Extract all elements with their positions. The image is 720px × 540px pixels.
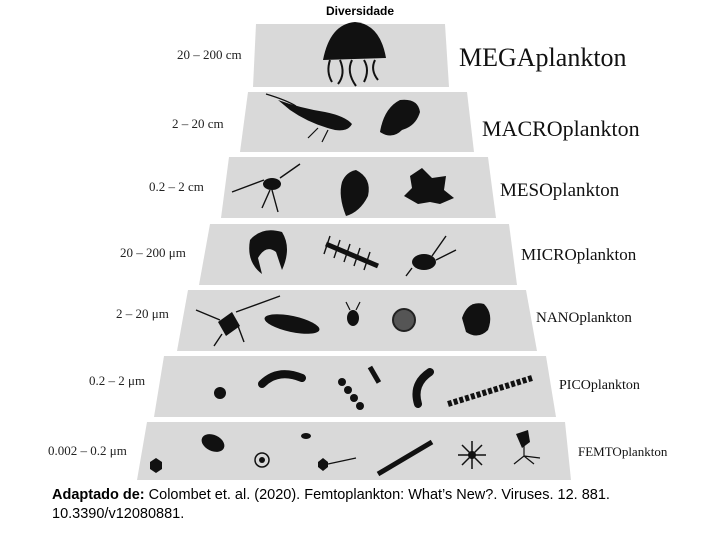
radiolarian-icon bbox=[195, 295, 281, 347]
shrimp-icon bbox=[265, 93, 352, 143]
curved-bacterium-icon bbox=[258, 370, 306, 388]
pennate-diatom-icon bbox=[264, 314, 320, 334]
small-particle-icon bbox=[301, 433, 311, 439]
copepod-icon bbox=[231, 163, 301, 213]
tier-band-macro bbox=[240, 92, 474, 152]
tier-name-nano: NANOplankton bbox=[536, 310, 632, 326]
size-label-mega: 20 – 200 cm bbox=[177, 47, 242, 62]
plankton-pyramid bbox=[137, 22, 571, 480]
filamentous-virus-icon bbox=[376, 439, 434, 477]
diatom-chain-icon bbox=[323, 235, 379, 271]
rod-bacterium-icon bbox=[367, 365, 382, 384]
vibrio-icon bbox=[412, 368, 434, 408]
size-label-pico: 0.2 – 2 μm bbox=[89, 373, 146, 388]
flagellate-icon bbox=[345, 301, 361, 326]
ring-virus-icon bbox=[254, 452, 270, 468]
tailed-virus-icon bbox=[318, 457, 357, 471]
fish-larva-icon bbox=[380, 99, 420, 136]
figure-title: Diversidade bbox=[325, 4, 395, 18]
tier-name-meso: MESOplankton bbox=[500, 180, 620, 201]
tier-name-femto: FEMTOplankton bbox=[578, 444, 668, 459]
size-label-meso: 0.2 – 2 cm bbox=[149, 179, 204, 194]
tier-name-pico: PICOplankton bbox=[559, 378, 640, 393]
filament-chain-icon bbox=[447, 375, 533, 407]
tier-name-micro: MICROplankton bbox=[521, 245, 637, 264]
caption-prefix: Adaptado de: bbox=[52, 487, 145, 503]
size-label-nano: 2 – 20 μm bbox=[116, 306, 169, 321]
pteropod-icon bbox=[340, 170, 369, 216]
size-label-macro: 2 – 20 cm bbox=[172, 116, 224, 131]
jellyfish-icon bbox=[323, 22, 386, 87]
coccolith-icon bbox=[392, 308, 416, 332]
size-label-micro: 20 – 200 μm bbox=[120, 245, 186, 260]
caption-text: Colombet et. al. (2020). Femtoplankton: … bbox=[52, 487, 610, 522]
echinoderm-larva-icon bbox=[404, 168, 454, 204]
bead-chain-icon bbox=[338, 378, 364, 410]
ovoid-virus-icon bbox=[201, 434, 225, 452]
citation-caption: Adaptado de: Colombet et. al. (2020). Fe… bbox=[52, 486, 672, 524]
star-virus-icon bbox=[458, 441, 486, 469]
tier-name-macro: MACROplankton bbox=[482, 116, 640, 141]
coccoid-cell-icon bbox=[214, 387, 226, 399]
tintinnid-icon bbox=[462, 303, 491, 336]
dinoflagellate-icon bbox=[249, 230, 287, 274]
phage-icon bbox=[513, 430, 541, 465]
tier-band-femto bbox=[137, 422, 571, 480]
hexagon-virus-icon bbox=[150, 458, 162, 473]
ciliate-icon bbox=[405, 235, 457, 277]
tier-name-mega: MEGAplankton bbox=[459, 43, 627, 72]
size-label-femto: 0.002 – 0.2 μm bbox=[48, 443, 127, 458]
